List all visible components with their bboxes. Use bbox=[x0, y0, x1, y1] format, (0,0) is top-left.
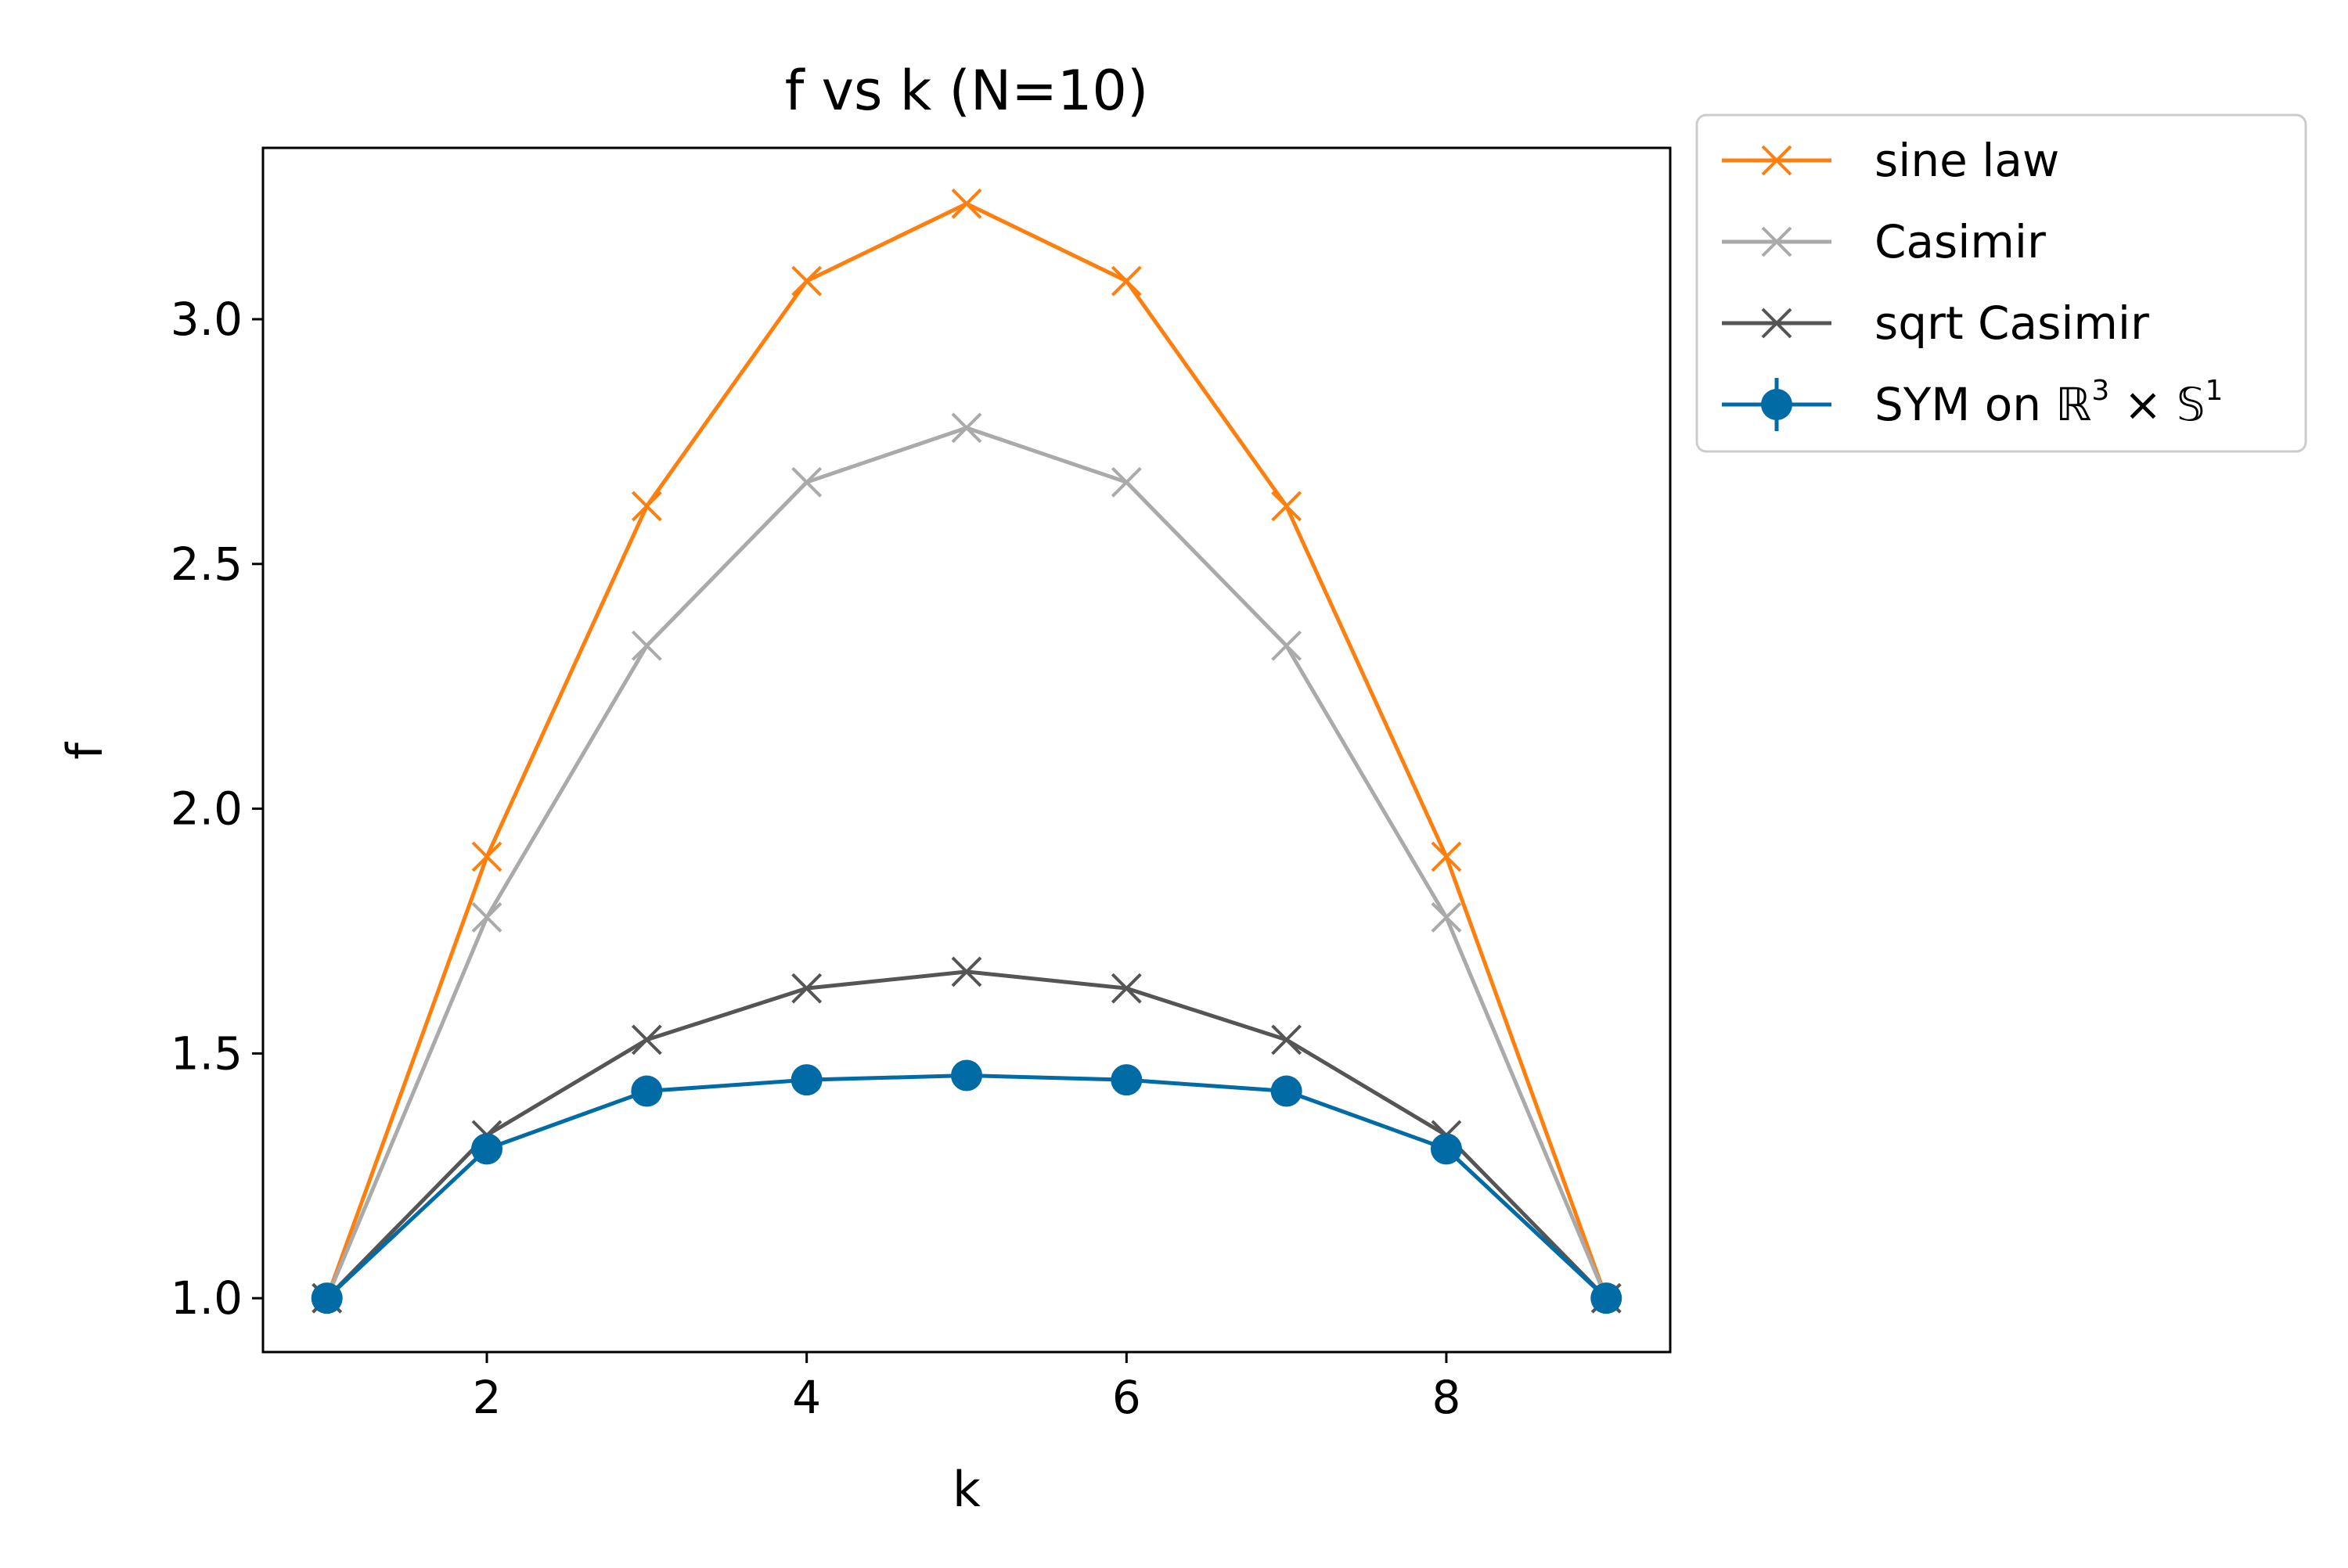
data-point bbox=[790, 1064, 823, 1096]
legend-item-3: sqrt Casimir bbox=[1722, 297, 2149, 350]
y-tick-label: 1.0 bbox=[171, 1271, 243, 1325]
data-point bbox=[1431, 902, 1462, 933]
legend-marker bbox=[1761, 145, 1792, 176]
data-point bbox=[791, 265, 823, 297]
data-point bbox=[311, 1282, 343, 1314]
legend-item-1: sine law bbox=[1722, 134, 2059, 187]
data-point bbox=[951, 956, 982, 987]
data-point bbox=[791, 466, 823, 498]
data-point bbox=[631, 1075, 663, 1107]
x-tick-label: 8 bbox=[1432, 1371, 1461, 1424]
chart-title: f vs k (N=10) bbox=[785, 59, 1149, 123]
data-point bbox=[631, 491, 662, 522]
y-tick-label: 1.5 bbox=[171, 1027, 243, 1080]
legend-marker bbox=[1761, 389, 1792, 420]
data-point bbox=[1430, 1133, 1462, 1165]
data-point bbox=[951, 1059, 982, 1091]
x-tick-label: 2 bbox=[473, 1371, 502, 1424]
legend-label: Casimir bbox=[1874, 215, 2046, 268]
data-point bbox=[1111, 1064, 1143, 1096]
legend-marker bbox=[1761, 307, 1792, 339]
data-point bbox=[951, 188, 982, 219]
data-point bbox=[471, 841, 502, 872]
x-axis-label: k bbox=[953, 1461, 981, 1518]
y-tick-label: 3.0 bbox=[171, 293, 243, 346]
legend-frame bbox=[1695, 113, 2307, 453]
legend-item-4: SYM on ℝ3 × 𝕊1 bbox=[1722, 375, 2223, 431]
data-point bbox=[1271, 491, 1302, 522]
legend-label: sqrt Casimir bbox=[1874, 297, 2149, 350]
data-point bbox=[1111, 265, 1142, 297]
data-point bbox=[471, 1133, 503, 1165]
legend-item-2: Casimir bbox=[1722, 215, 2046, 268]
y-tick-label: 2.0 bbox=[171, 782, 243, 836]
data-point bbox=[1111, 466, 1142, 498]
legend: sine law Casimir sqrt Casimir SYM on ℝ3 × 𝕊… bbox=[1695, 113, 2307, 453]
data-point bbox=[471, 902, 502, 933]
legend-label: sine law bbox=[1874, 134, 2059, 187]
data-point bbox=[951, 412, 982, 444]
y-tick-label: 2.5 bbox=[171, 538, 243, 591]
y-axis: 1.0 1.5 2.0 2.5 3.0 bbox=[171, 293, 263, 1325]
data-point bbox=[631, 630, 662, 661]
data-point bbox=[791, 973, 823, 1004]
legend-label: SYM on ℝ3 × 𝕊1 bbox=[1874, 375, 2223, 431]
x-tick-label: 4 bbox=[792, 1371, 821, 1424]
legend-marker bbox=[1761, 226, 1792, 257]
data-point bbox=[1590, 1282, 1622, 1314]
x-axis: 2 4 6 8 bbox=[473, 1352, 1461, 1424]
series-4 bbox=[311, 1059, 1622, 1314]
x-tick-label: 6 bbox=[1112, 1371, 1141, 1424]
data-point bbox=[631, 1024, 662, 1056]
data-point bbox=[1271, 1024, 1302, 1056]
plot-area bbox=[311, 188, 1622, 1314]
data-point bbox=[1111, 973, 1142, 1004]
plot-frame bbox=[261, 146, 1672, 1354]
data-point bbox=[1431, 841, 1462, 872]
data-point bbox=[1270, 1075, 1302, 1107]
data-point bbox=[1271, 630, 1302, 661]
y-axis-label: f bbox=[56, 741, 113, 760]
